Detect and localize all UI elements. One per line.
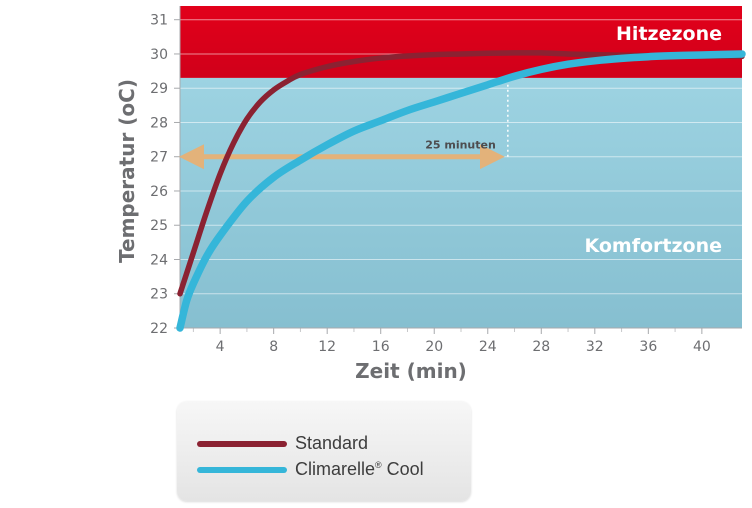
- legend-label-climarelle-name: Climarelle: [295, 459, 376, 479]
- y-tick-label: 30: [150, 47, 168, 63]
- y-tick-label: 24: [150, 252, 168, 268]
- x-tick-label: 24: [479, 339, 497, 355]
- axes-layer: 22 23 24 25 26 27 28 29 30 31 4 8 12 16 20 24 28 32 36 40 Ze…: [115, 6, 742, 383]
- x-tick-label: 20: [425, 339, 443, 355]
- y-tick-label: 28: [150, 115, 168, 131]
- labels-layer: Hitzezone Komfortzone: [584, 23, 722, 257]
- legend-item-climarelle: Climarelle® Cool: [197, 459, 424, 480]
- x-axis-title: Zeit (min): [355, 359, 467, 383]
- y-tick-label: 26: [150, 184, 168, 200]
- y-tick-label: 22: [150, 321, 168, 337]
- series-line-climarelle: [176, 50, 746, 332]
- legend: Standard Climarelle® Cool: [177, 401, 471, 501]
- x-tick-label: 4: [216, 339, 225, 355]
- zones-layer: [180, 6, 742, 328]
- x-tick-label: 16: [372, 339, 390, 355]
- zone-hitzezone: [180, 6, 742, 78]
- x-tick-label: 40: [693, 339, 711, 355]
- legend-label-standard: Standard: [295, 433, 369, 453]
- x-tick-label: 36: [639, 339, 657, 355]
- zone-komfortzone: [180, 77, 742, 328]
- x-tick-label: 12: [318, 339, 336, 355]
- y-tick-label: 25: [150, 218, 168, 234]
- y-axis-title: Temperatur (oC): [115, 79, 139, 263]
- legend-label-climarelle: Climarelle® Cool: [295, 459, 424, 480]
- y-tick-label: 27: [150, 150, 168, 166]
- annotation-layer: 25 minuten: [179, 84, 509, 170]
- annotation-label: 25 minuten: [425, 139, 496, 152]
- legend-item-standard: Standard: [197, 433, 368, 454]
- legend-label-climarelle-suffix: Cool: [381, 459, 424, 479]
- legend-swatch-climarelle: [197, 466, 287, 473]
- x-tick-label: 32: [586, 339, 604, 355]
- series-line-standard: [177, 50, 745, 297]
- legend-label-climarelle-reg: ®: [375, 460, 382, 470]
- series-layer: [176, 50, 746, 332]
- y-tick-label: 29: [150, 81, 168, 97]
- zone-label-komfortzone: Komfortzone: [584, 235, 722, 257]
- y-tick-label: 23: [150, 287, 168, 303]
- x-tick-label: 8: [269, 339, 278, 355]
- legend-swatch-standard: [197, 440, 287, 447]
- y-tick-label: 31: [150, 13, 168, 29]
- zone-label-hitzezone: Hitzezone: [616, 23, 722, 45]
- x-tick-label: 28: [532, 339, 550, 355]
